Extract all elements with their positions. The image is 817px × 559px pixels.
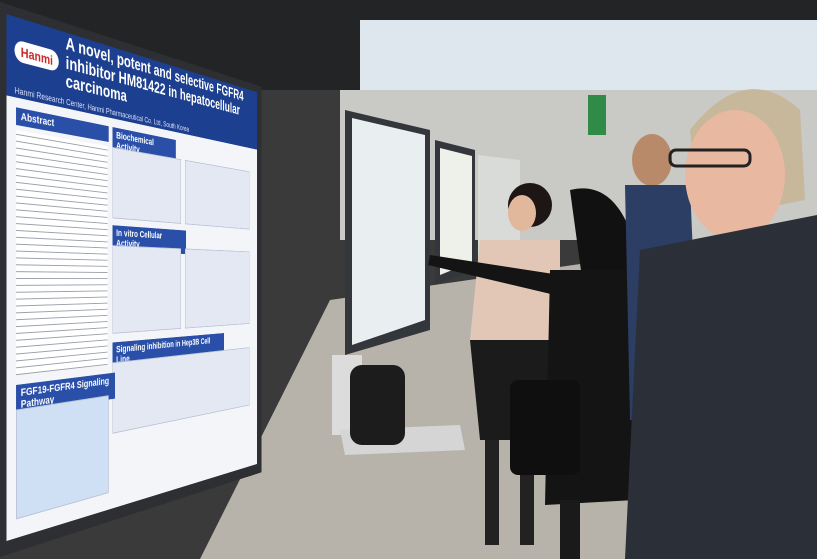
text-block bbox=[16, 129, 108, 376]
figure bbox=[184, 159, 250, 230]
person-suit bbox=[625, 215, 817, 559]
poster-4 bbox=[478, 155, 520, 262]
person-arm bbox=[428, 255, 560, 295]
figure bbox=[112, 147, 181, 224]
exit-sign bbox=[588, 95, 606, 135]
person-face bbox=[685, 110, 785, 240]
glasses bbox=[668, 148, 752, 168]
pathway-diagram bbox=[16, 395, 109, 520]
person-face bbox=[632, 134, 672, 186]
person-face bbox=[508, 195, 536, 231]
figure bbox=[112, 347, 250, 434]
bag bbox=[510, 380, 580, 475]
poster-board: Hanmi A novel, potent and selective FGFR… bbox=[0, 2, 262, 557]
poster: Hanmi A novel, potent and selective FGFR… bbox=[6, 14, 257, 542]
person-leg bbox=[485, 440, 499, 545]
person-leg bbox=[560, 500, 580, 559]
poster-2 bbox=[352, 118, 425, 345]
poster-3 bbox=[440, 148, 472, 275]
windows bbox=[360, 20, 817, 100]
logo: Hanmi bbox=[14, 39, 59, 73]
figure bbox=[184, 248, 250, 329]
figure bbox=[112, 245, 181, 334]
backpack bbox=[350, 365, 405, 445]
